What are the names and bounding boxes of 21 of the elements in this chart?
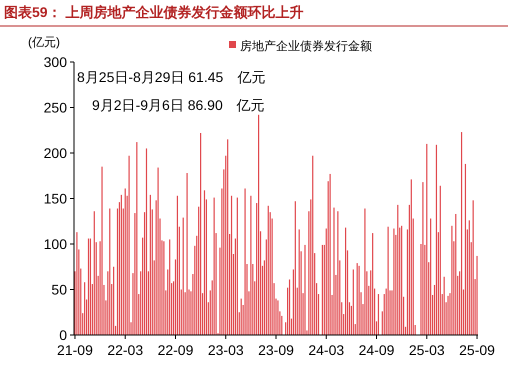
y-tick-label: 250	[44, 100, 68, 116]
y-tick-label: 0	[59, 327, 68, 343]
x-tick-label: 24-03	[308, 342, 344, 358]
y-tick-label: 200	[44, 145, 68, 161]
x-tick-label: 25-09	[459, 342, 496, 358]
x-tick-label: 23-03	[208, 342, 244, 358]
x-tick-label: 22-03	[107, 342, 144, 358]
y-tick-label: 100	[44, 236, 68, 252]
x-tick-label: 23-09	[258, 342, 294, 358]
y-axis-title: (亿元)	[28, 35, 60, 49]
x-tick-label: 25-03	[408, 342, 445, 358]
annotation: 8月25日-8月29日 61.45 亿元	[77, 69, 266, 85]
y-tick-label: 150	[44, 190, 68, 206]
x-tick-label: 21-09	[57, 342, 94, 358]
chart-title: 图表59： 上周房地产企业债券发行金额环比上升	[4, 4, 304, 20]
annotation: 9月2日-9月6日 86.90 亿元	[92, 97, 265, 113]
y-tick-label: 300	[44, 54, 68, 70]
y-tick-label: 50	[51, 282, 68, 298]
x-tick-label: 22-09	[158, 342, 194, 358]
legend-label: 房地产企业债券发行金额	[240, 39, 372, 53]
x-tick-label: 24-09	[358, 342, 395, 358]
